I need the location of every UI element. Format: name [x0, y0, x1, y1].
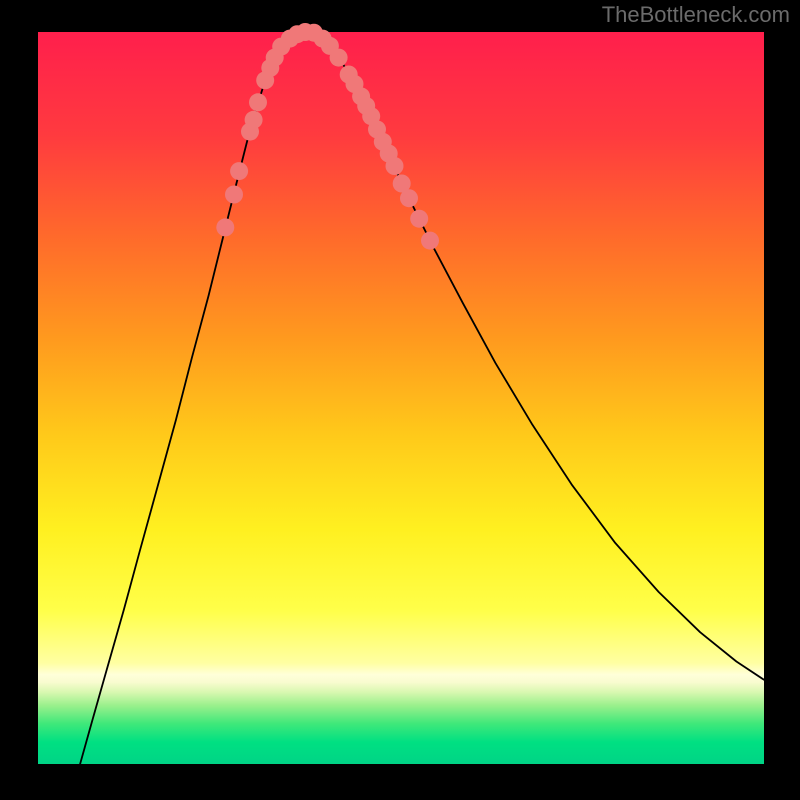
curve-marker [225, 186, 243, 204]
curve-marker [249, 93, 267, 111]
plot-background [38, 32, 764, 764]
bottleneck-chart [0, 0, 800, 800]
curve-marker [230, 162, 248, 180]
curve-marker [386, 157, 404, 175]
chart-container: TheBottleneck.com [0, 0, 800, 800]
curve-marker [330, 49, 348, 67]
curve-marker [400, 189, 418, 207]
curve-marker [421, 232, 439, 250]
curve-marker [216, 218, 234, 236]
curve-marker [245, 111, 263, 129]
watermark-text: TheBottleneck.com [602, 2, 790, 28]
curve-marker [410, 210, 428, 228]
